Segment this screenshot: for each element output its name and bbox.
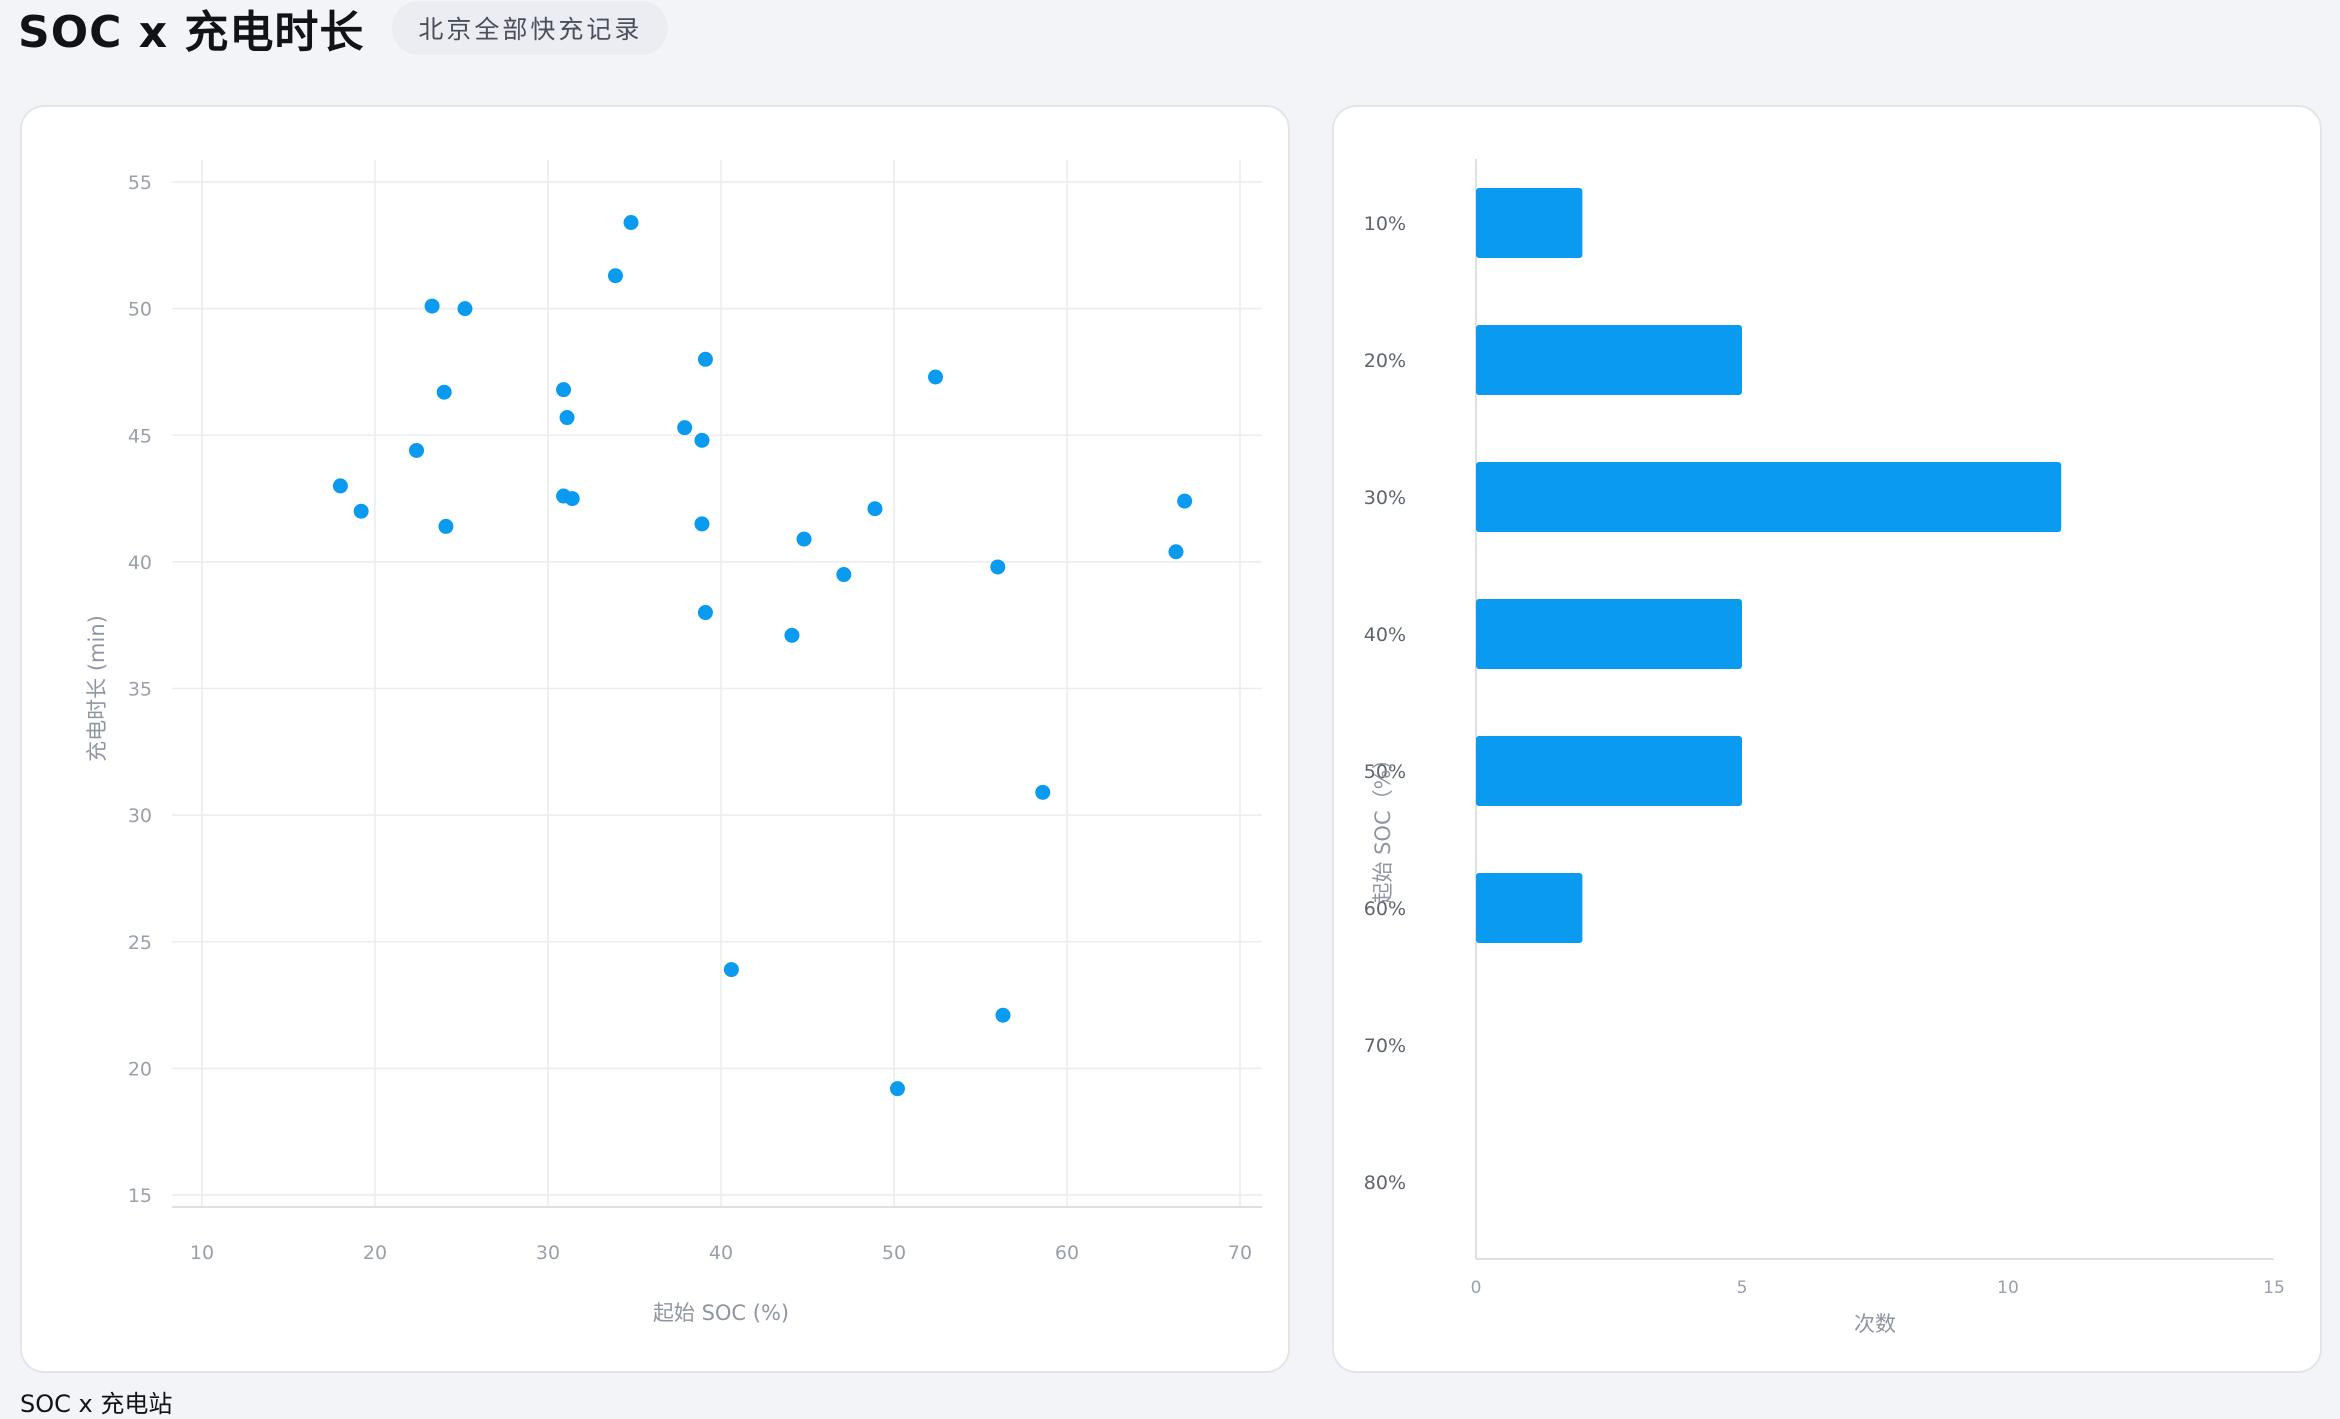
scatter-point <box>332 478 348 494</box>
page-title: SOC x 充电时长 <box>18 7 365 58</box>
scatter-point <box>677 420 693 436</box>
scatter-point <box>559 410 575 426</box>
scatter-point <box>1177 493 1193 509</box>
y-axis-title: 起始 SOC（%） <box>1371 748 1395 903</box>
bar-chart-card: 10% 20% 30% 40% 50% 60% 70% 80% 0 5 10 15 次数 起始 SOC（%… <box>1332 105 2322 1373</box>
y-tick-label: 20 <box>128 1058 152 1080</box>
category-label: 20% <box>1364 350 1406 372</box>
x-tick-label: 15 <box>2263 1278 2285 1298</box>
y-tick-label: 55 <box>128 172 152 194</box>
scatter-point <box>796 531 812 547</box>
category-label: 10% <box>1364 213 1406 235</box>
y-axis-title: 充电时长 (min) <box>85 615 109 762</box>
category-label: 80% <box>1364 1172 1406 1194</box>
scatter-point <box>694 432 710 448</box>
scatter-point <box>836 567 852 583</box>
scatter-chart-card: 15 20 25 30 35 40 45 50 55 10 20 30 40 50 60 70 起始 SOC (… <box>20 105 1290 1373</box>
x-tick-label: 20 <box>363 1242 387 1264</box>
x-tick-label: 50 <box>882 1242 906 1264</box>
y-tick-label: 25 <box>128 932 152 954</box>
category-label: 70% <box>1364 1035 1406 1057</box>
bar-chart: 10% 20% 30% 40% 50% 60% 70% 80% 0 5 10 15 次数 起始 SOC（%… <box>1364 159 2285 1336</box>
y-tick-label: 40 <box>128 552 152 574</box>
scatter-point <box>353 503 369 519</box>
category-label: 60% <box>1364 898 1406 920</box>
bar <box>1476 736 1742 806</box>
x-tick-label: 70 <box>1228 1242 1252 1264</box>
scatter-point <box>457 301 473 317</box>
scatter-point <box>436 384 452 400</box>
scatter-point <box>424 298 440 314</box>
x-tick-label: 0 <box>1471 1278 1482 1298</box>
y-tick-label: 45 <box>128 425 152 447</box>
x-tick-label: 40 <box>709 1242 733 1264</box>
x-axis-title: 次数 <box>1854 1312 1896 1336</box>
category-label: 40% <box>1364 624 1406 646</box>
scatter-point <box>889 1081 905 1097</box>
scatter-point <box>867 501 883 517</box>
scatter-point <box>723 962 739 978</box>
scatter-point <box>623 215 639 231</box>
category-label: 30% <box>1364 487 1406 509</box>
x-tick-label: 30 <box>536 1242 560 1264</box>
y-tick-label: 35 <box>128 679 152 701</box>
x-tick-label: 10 <box>1997 1278 2019 1298</box>
bar <box>1476 188 1583 258</box>
scatter-point <box>1035 784 1051 800</box>
page-header: SOC x 充电时长 北京全部快充记录 <box>18 0 669 58</box>
y-tick-label: 15 <box>128 1185 152 1207</box>
y-tick-label: 30 <box>128 805 152 827</box>
x-tick-label: 10 <box>190 1242 214 1264</box>
scatter-point <box>556 382 572 398</box>
scatter-point <box>697 605 713 621</box>
scatter-point <box>564 491 580 507</box>
category-label: 50% <box>1364 761 1406 783</box>
scatter-point <box>784 627 800 643</box>
scatter-point <box>409 442 425 458</box>
x-tick-label: 5 <box>1737 1278 1748 1298</box>
next-section-title: SOC x 充电站 <box>20 1390 173 1418</box>
y-tick-label: 50 <box>128 299 152 321</box>
scatter-point <box>607 268 623 284</box>
scatter-point <box>1168 544 1184 560</box>
scatter-point <box>438 518 454 534</box>
scatter-point <box>990 559 1006 575</box>
bar <box>1476 462 2062 532</box>
scatter-point <box>697 351 713 367</box>
x-axis-title: 起始 SOC (%) <box>653 1301 789 1325</box>
dataset-filter-badge[interactable]: 北京全部快充记录 <box>392 1 669 55</box>
x-tick-label: 60 <box>1055 1242 1079 1264</box>
scatter-chart: 15 20 25 30 35 40 45 50 55 10 20 30 40 50 60 70 起始 SOC (… <box>85 160 1262 1325</box>
scatter-point <box>995 1007 1011 1023</box>
bar <box>1476 325 1742 395</box>
bar <box>1476 873 1583 943</box>
bar <box>1476 599 1742 669</box>
scatter-point <box>694 516 710 532</box>
scatter-point <box>928 369 944 385</box>
